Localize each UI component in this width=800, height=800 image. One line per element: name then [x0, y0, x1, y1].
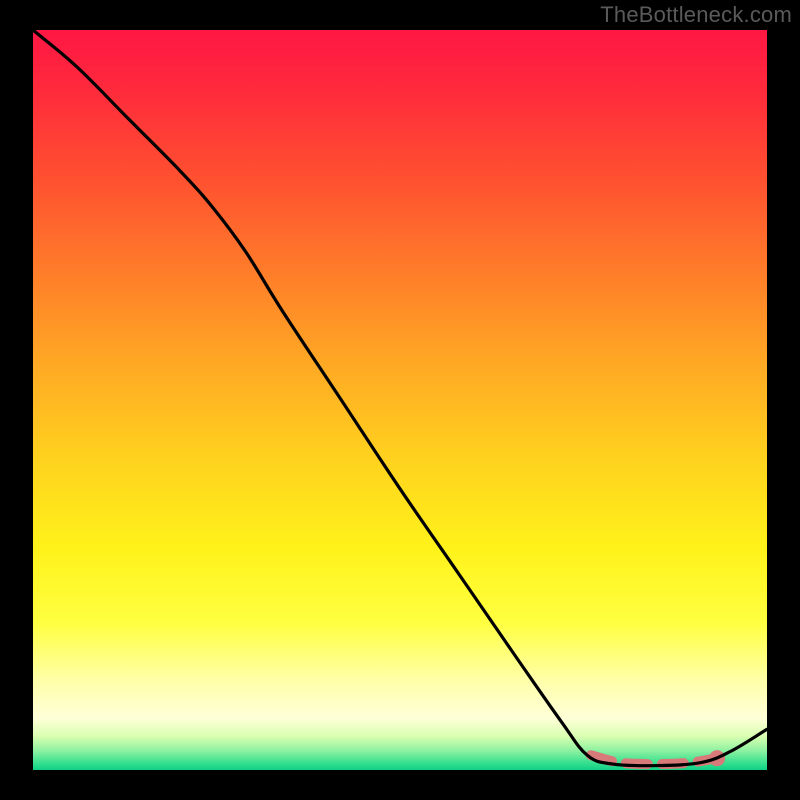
- chart-canvas: TheBottleneck.com: [0, 0, 800, 800]
- bottleneck-chart: [0, 0, 800, 800]
- watermark-text: TheBottleneck.com: [600, 2, 792, 28]
- plot-area: [33, 30, 767, 770]
